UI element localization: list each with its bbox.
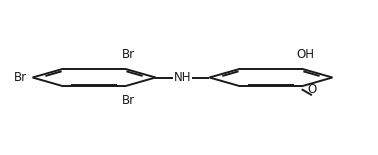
Text: Br: Br	[14, 71, 27, 84]
Text: Br: Br	[122, 95, 135, 107]
Text: O: O	[307, 83, 316, 96]
Text: NH: NH	[174, 71, 191, 84]
Text: Br: Br	[122, 48, 135, 60]
Text: OH: OH	[296, 48, 314, 60]
